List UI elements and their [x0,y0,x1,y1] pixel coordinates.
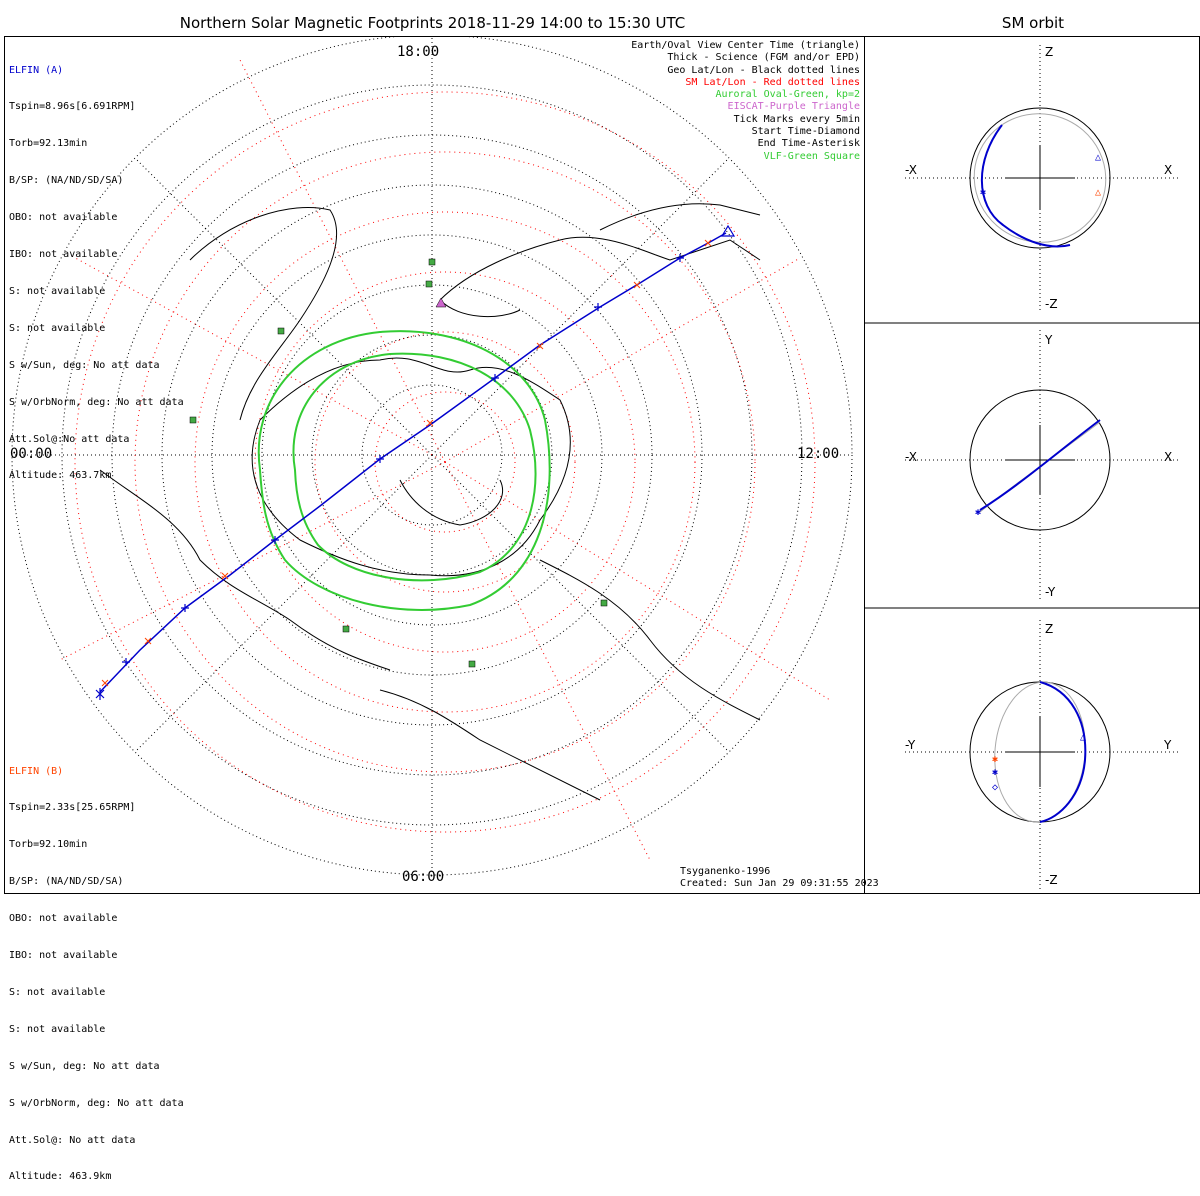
sm1-label-bottom: -Z [1045,297,1058,311]
sm-grid [59,59,831,861]
sm1-label-right: X [1164,163,1173,177]
elfin-b-line: S: not available [9,1023,106,1035]
sm3-label-left: -Y [905,738,916,752]
elfin-a-line: OBO: not available [9,212,118,224]
legend-item: Auroral Oval-Green, kp=2 [715,89,861,101]
footprint-map-canvas: ✱ △ △ ✱ ✱ ✱ ◇ △ [11,37,1200,890]
map-title: Northern Solar Magnetic Footprints 2018-… [179,14,686,32]
sm3-label-top: Z [1045,622,1054,636]
elfin-b-line: Tspin=2.33s[25.65RPM] [9,802,136,814]
elfin-a-name: ELFIN (A) [9,64,64,76]
elfin-b-line: Att.Sol@: No att data [9,1134,136,1146]
elfin-a-line: S: not available [9,285,106,297]
elfin-a-info: ELFIN (A) Tspin=8.96s[6.691RPM] Torb=92.… [9,40,184,495]
legend-item: EISCAT-Purple Triangle [727,101,860,113]
auroral-ovals [257,330,551,611]
hour-label-top: 18:00 [397,44,440,60]
sm-orbit-title: SM orbit [1001,14,1065,32]
svg-text:✱: ✱ [980,187,986,198]
elfin-b-line: B/SP: (NA/ND/SD/SA) [9,876,124,888]
sm2-label-bottom: -Y [1045,585,1056,599]
elfin-b-name: ELFIN (B) [9,765,64,777]
svg-text:△: △ [1095,187,1101,198]
map-legend: Earth/Oval View Center Time (triangle) T… [631,40,860,163]
elfin-a-line: IBO: not available [9,249,118,261]
elfin-a-line: S w/OrbNorm, deg: No att data [9,396,184,408]
sm1-label-top: Z [1045,45,1054,59]
sm2-label-right: X [1164,450,1173,464]
elfin-b-line: S w/OrbNorm, deg: No att data [9,1097,184,1109]
sm3-label-bottom: -Z [1045,873,1058,887]
svg-text:△: △ [1080,732,1086,743]
elfin-a-line: S: not available [9,322,106,334]
elfin-a-line: B/SP: (NA/ND/SD/SA) [9,175,124,187]
sm2-label-top: Y [1045,333,1053,347]
sm2-label-left: -X [905,450,917,464]
created-timestamp: Created: Sun Jan 29 09:31:55 2023 [680,878,879,889]
svg-text:✱: ✱ [992,754,998,765]
elfin-b-line: Altitude: 463.9km [9,1171,112,1183]
view-center-triangle [720,224,736,237]
model-name: Tsyganenko-1996 [680,866,771,877]
elfin-a-line: Torb=92.13min [9,138,88,150]
legend-item: End Time-Asterisk [757,138,860,150]
vlf-stations [189,258,608,668]
elfin-b-ticks [101,239,712,687]
legend-item: Thick - Science (FGM and/or EPD) [667,52,860,64]
sm1-label-left: -X [905,163,917,177]
elfin-a-footprint-track [99,232,727,693]
elfin-a-line: Tspin=8.96s[6.691RPM] [9,101,136,113]
legend-item: VLF-Green Square [763,150,860,162]
elfin-b-line: OBO: not available [9,913,118,925]
hour-label-right: 12:00 [797,446,840,462]
credits: Tsyganenko-1996 Created: Sun Jan 29 09:3… [680,866,879,890]
elfin-b-line: S w/Sun, deg: No att data [9,1060,160,1072]
elfin-b-line: Torb=92.10min [9,839,88,851]
legend-item: Start Time-Diamond [751,126,860,138]
elfin-a-line: Att.Sol@:No att data [9,433,130,445]
elfin-b-line: IBO: not available [9,950,118,962]
svg-text:✱: ✱ [992,767,998,778]
sm-panel-1: ✱ △ △ [864,45,1200,324]
elfin-a-ticks [122,254,684,666]
hour-label-bottom: 06:00 [402,869,445,885]
svg-text:✱: ✱ [975,507,981,518]
svg-text:◇: ◇ [992,782,998,793]
elfin-b-line: S: not available [9,986,106,998]
elfin-b-info: ELFIN (B) Tspin=2.33s[25.65RPM] Torb=92.… [9,741,184,1196]
hour-label-left: 00:00 [10,446,53,462]
legend-item: Geo Lat/Lon - Black dotted lines [667,64,860,76]
coastlines [99,203,761,801]
eiscat-triangle [435,297,447,308]
elfin-a-line: Altitude: 463.7km [9,470,112,482]
legend-item: SM Lat/Lon - Red dotted lines [685,76,860,88]
sm-panel-2: ✱ [864,330,1200,609]
legend-item: Earth/Oval View Center Time (triangle) [631,40,860,51]
end-time-asterisk [95,688,105,700]
svg-text:△: △ [1095,152,1101,163]
sm-panel-3: ✱ ✱ ◇ △ [905,620,1180,890]
sm3-label-right: Y [1164,738,1172,752]
elfin-a-line: S w/Sun, deg: No att data [9,359,160,371]
legend-item: Tick Marks every 5min [733,113,860,125]
